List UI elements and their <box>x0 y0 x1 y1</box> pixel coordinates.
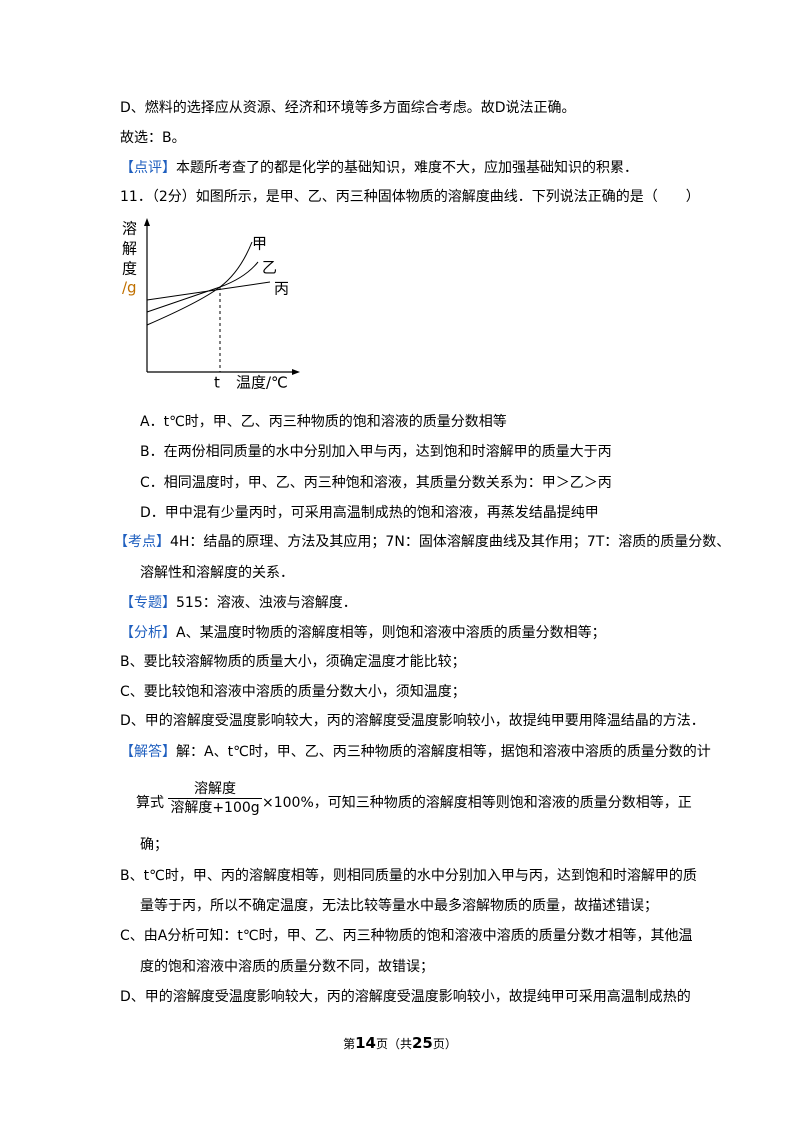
text-line: 故选：B。 <box>120 130 186 146</box>
text-line: D、燃料的选择应从资源、经济和环境等多方面综合考虑。故D说法正确。 <box>120 100 576 116</box>
text-line: 【考点】4H：结晶的原理、方法及其应用；7N：固体溶解度曲线及其作用；7T：溶质… <box>114 533 730 551</box>
text-line: D、甲的溶解度受温度影响较大，丙的溶解度受温度影响较小，故提纯甲可采用高温制成热… <box>120 989 691 1005</box>
option: B．在两份相同质量的水中分别加入甲与丙，达到饱和时溶解甲的质量大于丙 <box>140 444 612 460</box>
y-label: 度 <box>122 260 137 278</box>
text-line: 【专题】515：溶液、浊液与溶解度． <box>120 594 357 612</box>
option: D．甲中混有少量丙时，可采用高温制成热的饱和溶液，再蒸发结晶提纯甲 <box>140 505 599 521</box>
text: A、某温度时物质的溶解度相等，则饱和溶液中溶质的质量分数相等； <box>176 625 606 641</box>
text-line: B、要比较溶解物质的质量大小，须确定温度才能比较； <box>120 654 466 670</box>
text-line: 【解答】解：A、t℃时，甲、乙、丙三种物质的溶解度相等，据饱和溶液中溶质的质量分… <box>120 743 711 761</box>
curve <box>146 261 259 313</box>
y-label: 溶 <box>122 220 137 238</box>
text: 515：溶液、浊液与溶解度． <box>176 595 357 611</box>
text-line: C、由A分析可知：t℃时，甲、乙、丙三种物质的饱和溶液中溶质的质量分数才相等，其… <box>120 928 693 944</box>
text-line: 量等于丙，所以不确定温度，无法比较等量水中最多溶解物质的质量，故描述错误； <box>140 898 658 914</box>
footer: 第14页（共25页） <box>0 1034 800 1052</box>
text: 页（共 <box>375 1037 412 1051</box>
text: 4H：结晶的原理、方法及其应用；7N：固体溶解度曲线及其作用；7T：溶质的质量分… <box>170 534 731 550</box>
x-label: 温度/℃ <box>236 374 288 392</box>
text-line: 度的饱和溶液中溶质的质量分数不同，故错误； <box>140 959 434 975</box>
curve-label: 乙 <box>262 259 277 277</box>
x-tick: t <box>214 374 220 392</box>
text-line: 【点评】本题所考查了的都是化学的基础知识，难度不大，应加强基础知识的积累． <box>120 159 638 177</box>
numerator: 溶解度 <box>194 781 236 797</box>
arrow <box>292 369 300 375</box>
denominator: 溶解度+100g <box>168 798 262 817</box>
text-line: C、要比较饱和溶液中溶质的质量分数大小，须知温度； <box>120 684 466 700</box>
fraction: 溶解度 溶解度+100g <box>168 780 262 817</box>
tag: 【考点】 <box>114 534 170 550</box>
formula-prefix: 算式 <box>136 795 164 811</box>
tag: 【分析】 <box>120 625 176 641</box>
text-line: 确； <box>140 837 168 853</box>
text: 第 <box>343 1037 356 1051</box>
page-total: 25 <box>412 1034 433 1052</box>
arrow <box>144 218 150 226</box>
curve-label: 甲 <box>252 235 267 253</box>
page-number: 14 <box>355 1034 376 1052</box>
text-line: 溶解性和溶解度的关系． <box>140 565 294 581</box>
text-line: B、t℃时，甲、丙的溶解度相等，则相同质量的水中分别加入甲与丙，达到饱和时溶解甲… <box>120 868 697 884</box>
curve <box>146 241 253 326</box>
tag: 【解答】 <box>120 744 176 760</box>
text: 页） <box>432 1037 457 1051</box>
formula-suffix: ×100%，可知三种物质的溶解度相等则饱和溶液的质量分数相等，正 <box>262 795 692 811</box>
tag: 【点评】 <box>120 160 176 176</box>
text-line: D、甲的溶解度受温度影响较大，丙的溶解度受温度影响较小，故提纯甲要用降温结晶的方… <box>120 713 705 729</box>
text: 解：A、t℃时，甲、乙、丙三种物质的溶解度相等，据饱和溶液中溶质的质量分数的计 <box>176 744 711 760</box>
curve-label: 丙 <box>274 280 289 298</box>
tag: 【专题】 <box>120 595 176 611</box>
y-label: /g <box>122 279 137 297</box>
option: C．相同温度时，甲、乙、丙三种饱和溶液，其质量分数关系为：甲＞乙＞丙 <box>140 475 612 491</box>
text: 本题所考查了的都是化学的基础知识，难度不大，应加强基础知识的积累． <box>176 160 638 176</box>
option: A．t℃时，甲、乙、丙三种物质的饱和溶液的质量分数相等 <box>140 414 507 430</box>
solubility-figure: 溶 解 度 /g 甲 乙 丙 t 温度/℃ <box>122 218 300 392</box>
text-line: 【分析】A、某温度时物质的溶解度相等，则饱和溶液中溶质的质量分数相等； <box>120 624 606 642</box>
question-stem: 11．（2分）如图所示，是甲、乙、丙三种固体物质的溶解度曲线．下列说法正确的是（… <box>120 189 700 205</box>
y-label: 解 <box>122 240 137 258</box>
